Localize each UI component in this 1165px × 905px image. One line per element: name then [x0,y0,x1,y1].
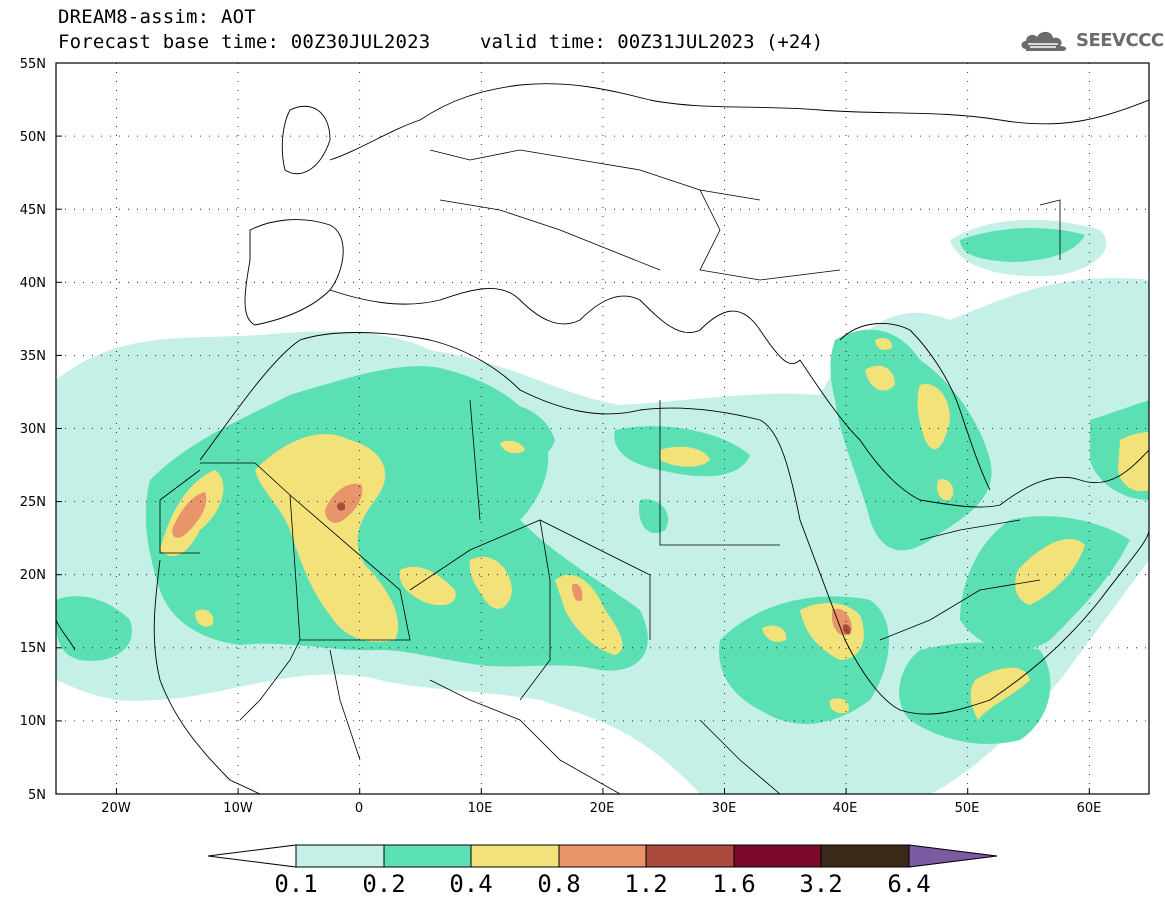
lat-label: 30N [20,422,46,437]
colorbar-label: 0.2 [362,870,405,898]
colorbar-label: 3.2 [799,870,842,898]
colorbar-swatch [820,844,910,868]
latitude-labels: 55N 50N 45N 40N 35N 30N 25N 20N 15N 10N … [20,57,46,803]
lat-label: 15N [20,641,46,656]
lon-label: 10W [223,801,253,816]
map-title: DREAM8-assim: AOT [58,6,256,28]
lon-label: 0 [355,801,363,816]
lat-label: 50N [20,130,46,145]
colorbar-label: 6.4 [887,870,930,898]
lat-label: 5N [28,788,46,803]
colorbar-label: 1.6 [712,870,755,898]
lat-label: 55N [20,57,46,72]
valid-time: valid time: 00Z31JUL2023 (+24) [480,31,824,53]
logo-text: SEEVCCC [1076,29,1164,51]
seevccc-logo: SEEVCCC [1018,26,1164,54]
colorbar-high-arrow [908,844,998,868]
colorbar-label: 1.2 [624,870,667,898]
colorbar-label: 0.8 [537,870,580,898]
lat-label: 10N [20,714,46,729]
lat-label: 35N [20,349,46,364]
lon-label: 60E [1077,801,1102,816]
colorbar-swatch [733,844,822,868]
lon-label: 30E [712,801,737,816]
lat-label: 45N [20,203,46,218]
lat-label: 20N [20,568,46,583]
colorbar-swatch [645,844,735,868]
colorbar-swatch [295,844,385,868]
colorbar-swatch [558,844,647,868]
longitude-labels: 20W 10W 0 10E 20E 30E 40E 50E 60E [101,801,1101,816]
lon-label: 10E [468,801,493,816]
lat-label: 40N [20,276,46,291]
forecast-base-time: Forecast base time: 00Z30JUL2023 [58,31,431,53]
colorbar-low-arrow [207,844,297,868]
colorbar-swatch [470,844,560,868]
country-borders [159,149,1061,794]
coastlines [56,83,1149,794]
lat-label: 25N [20,495,46,510]
colorbar-label: 0.4 [449,870,492,898]
aot-field [56,219,1149,794]
cloud-icon [1021,31,1067,51]
aot-level-1.2 [337,502,851,635]
lon-label: 20E [590,801,615,816]
lon-label: 50E [955,801,980,816]
colorbar-swatch [383,844,472,868]
colorbar-label: 0.1 [274,870,317,898]
tick-marks [56,62,1090,795]
colorbar: 0.1 0.2 0.4 0.8 1.2 1.6 3.2 6.4 [207,844,998,898]
lon-label: 40E [833,801,858,816]
lon-label: 20W [101,801,131,816]
